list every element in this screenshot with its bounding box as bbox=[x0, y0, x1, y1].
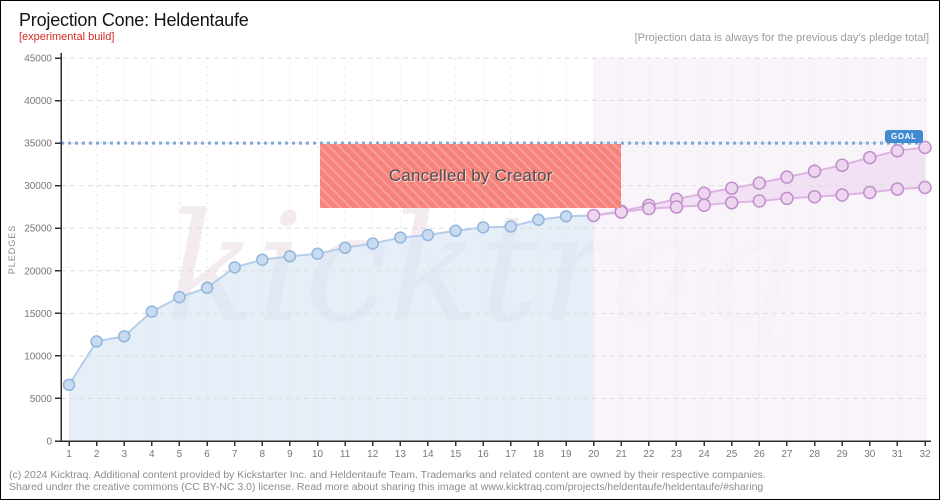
svg-text:10: 10 bbox=[312, 449, 324, 460]
page-title: Projection Cone: Heldentaufe bbox=[19, 10, 249, 30]
svg-text:20: 20 bbox=[588, 449, 600, 460]
svg-text:15: 15 bbox=[450, 449, 462, 460]
svg-text:30000: 30000 bbox=[24, 181, 52, 192]
svg-text:25000: 25000 bbox=[24, 224, 52, 235]
svg-text:20000: 20000 bbox=[24, 266, 52, 277]
svg-text:13: 13 bbox=[395, 449, 407, 460]
svg-text:11: 11 bbox=[340, 449, 351, 460]
y-axis-title: PLEDGES bbox=[7, 225, 17, 275]
footer: (c) 2024 Kicktraq. Additional content pr… bbox=[9, 469, 766, 493]
svg-text:28: 28 bbox=[809, 449, 821, 460]
svg-text:8: 8 bbox=[260, 449, 266, 460]
axes bbox=[55, 53, 931, 446]
svg-text:29: 29 bbox=[837, 449, 849, 460]
svg-text:0: 0 bbox=[46, 437, 52, 448]
svg-text:31: 31 bbox=[892, 449, 904, 460]
svg-text:7: 7 bbox=[232, 449, 238, 460]
svg-text:26: 26 bbox=[754, 449, 766, 460]
projection-data-points bbox=[586, 140, 932, 223]
svg-text:1: 1 bbox=[66, 449, 72, 460]
footer-copyright: (c) 2024 Kicktraq. Additional content pr… bbox=[9, 469, 766, 481]
svg-text:45000: 45000 bbox=[24, 54, 52, 65]
svg-text:40000: 40000 bbox=[24, 96, 52, 107]
svg-text:18: 18 bbox=[533, 449, 545, 460]
svg-text:22: 22 bbox=[643, 449, 655, 460]
svg-text:32: 32 bbox=[919, 449, 931, 460]
svg-text:24: 24 bbox=[699, 449, 711, 460]
gridlines bbox=[61, 57, 927, 441]
svg-text:5000: 5000 bbox=[30, 394, 53, 405]
svg-text:9: 9 bbox=[287, 449, 293, 460]
goal-badge: GOAL bbox=[885, 130, 923, 144]
footer-license: Shared under the creative commons (CC BY… bbox=[9, 480, 764, 493]
svg-text:2: 2 bbox=[94, 449, 100, 460]
projection-note: [Projection data is always for the previ… bbox=[634, 32, 929, 44]
svg-text:6: 6 bbox=[204, 449, 210, 460]
svg-text:12: 12 bbox=[367, 449, 379, 460]
svg-text:30: 30 bbox=[864, 449, 876, 460]
actual-data-points bbox=[62, 210, 573, 392]
svg-text:3: 3 bbox=[121, 449, 127, 460]
experimental-build-label: [experimental build] bbox=[19, 31, 115, 43]
cancelled-annotation-label: Cancelled by Creator bbox=[388, 165, 553, 185]
svg-text:35000: 35000 bbox=[24, 139, 52, 150]
svg-text:23: 23 bbox=[671, 449, 683, 460]
svg-text:21: 21 bbox=[616, 449, 628, 460]
svg-text:10000: 10000 bbox=[24, 351, 52, 362]
actual-area bbox=[69, 215, 594, 441]
axis-tick-labels: 0 5000 10000 15000 20000 25000 30000 35000 40000… bbox=[24, 54, 931, 461]
svg-text:4: 4 bbox=[149, 449, 155, 460]
svg-text:25: 25 bbox=[726, 449, 738, 460]
projection-band bbox=[593, 58, 927, 441]
svg-text:27: 27 bbox=[781, 449, 793, 460]
cancelled-annotation-box: Cancelled by Creator bbox=[320, 143, 622, 208]
svg-text:16: 16 bbox=[478, 449, 490, 460]
svg-text:14: 14 bbox=[422, 449, 434, 460]
svg-text:19: 19 bbox=[560, 449, 572, 460]
svg-text:17: 17 bbox=[505, 449, 517, 460]
svg-text:15000: 15000 bbox=[24, 309, 52, 320]
svg-text:5: 5 bbox=[177, 449, 183, 460]
